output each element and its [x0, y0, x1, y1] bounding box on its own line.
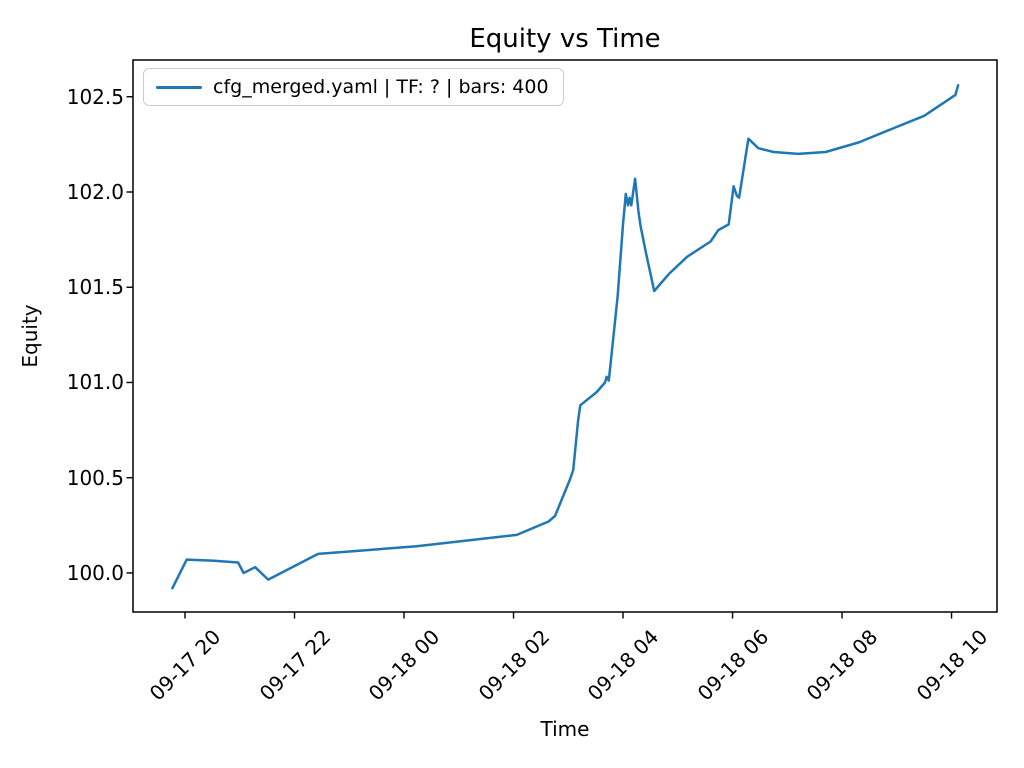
x-axis-label: Time	[540, 717, 590, 741]
chart-title: Equity vs Time	[469, 24, 661, 54]
equity-series-line	[171, 84, 960, 590]
legend-line-swatch	[156, 85, 202, 89]
y-tick-label: 100.0	[66, 560, 124, 585]
y-tick-label: 101.0	[66, 370, 124, 395]
y-tick-label: 100.5	[66, 465, 124, 490]
legend: cfg_merged.yaml | TF: ? | bars: 400	[143, 68, 564, 106]
legend-label: cfg_merged.yaml | TF: ? | bars: 400	[213, 76, 549, 98]
y-axis-label: Equity	[18, 304, 42, 368]
y-tick-label: 102.5	[66, 84, 124, 109]
plot-frame	[132, 59, 998, 613]
y-tick-label: 102.0	[66, 180, 124, 204]
y-tick-label: 101.5	[66, 275, 124, 300]
